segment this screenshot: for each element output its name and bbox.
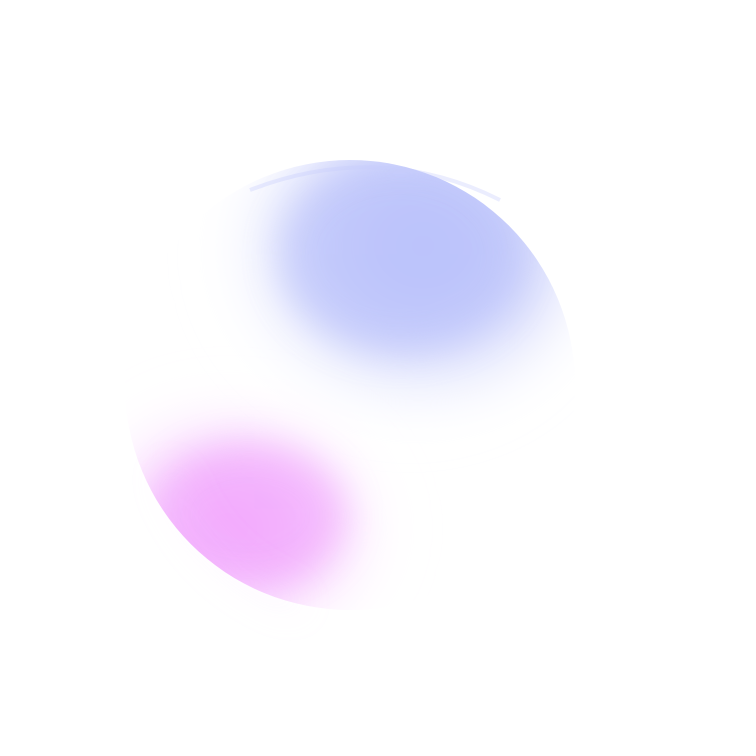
pink-lobe: [125, 380, 415, 610]
orb-top-edge: [249, 165, 501, 202]
orb-rim: [165, 469, 301, 608]
blue-lobe: [220, 160, 570, 420]
